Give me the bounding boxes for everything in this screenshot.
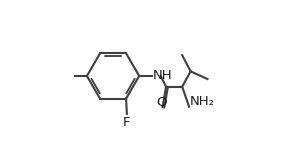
Text: NH: NH [153, 69, 172, 82]
Text: O: O [156, 95, 167, 108]
Text: NH₂: NH₂ [190, 95, 215, 108]
Text: F: F [123, 116, 131, 129]
